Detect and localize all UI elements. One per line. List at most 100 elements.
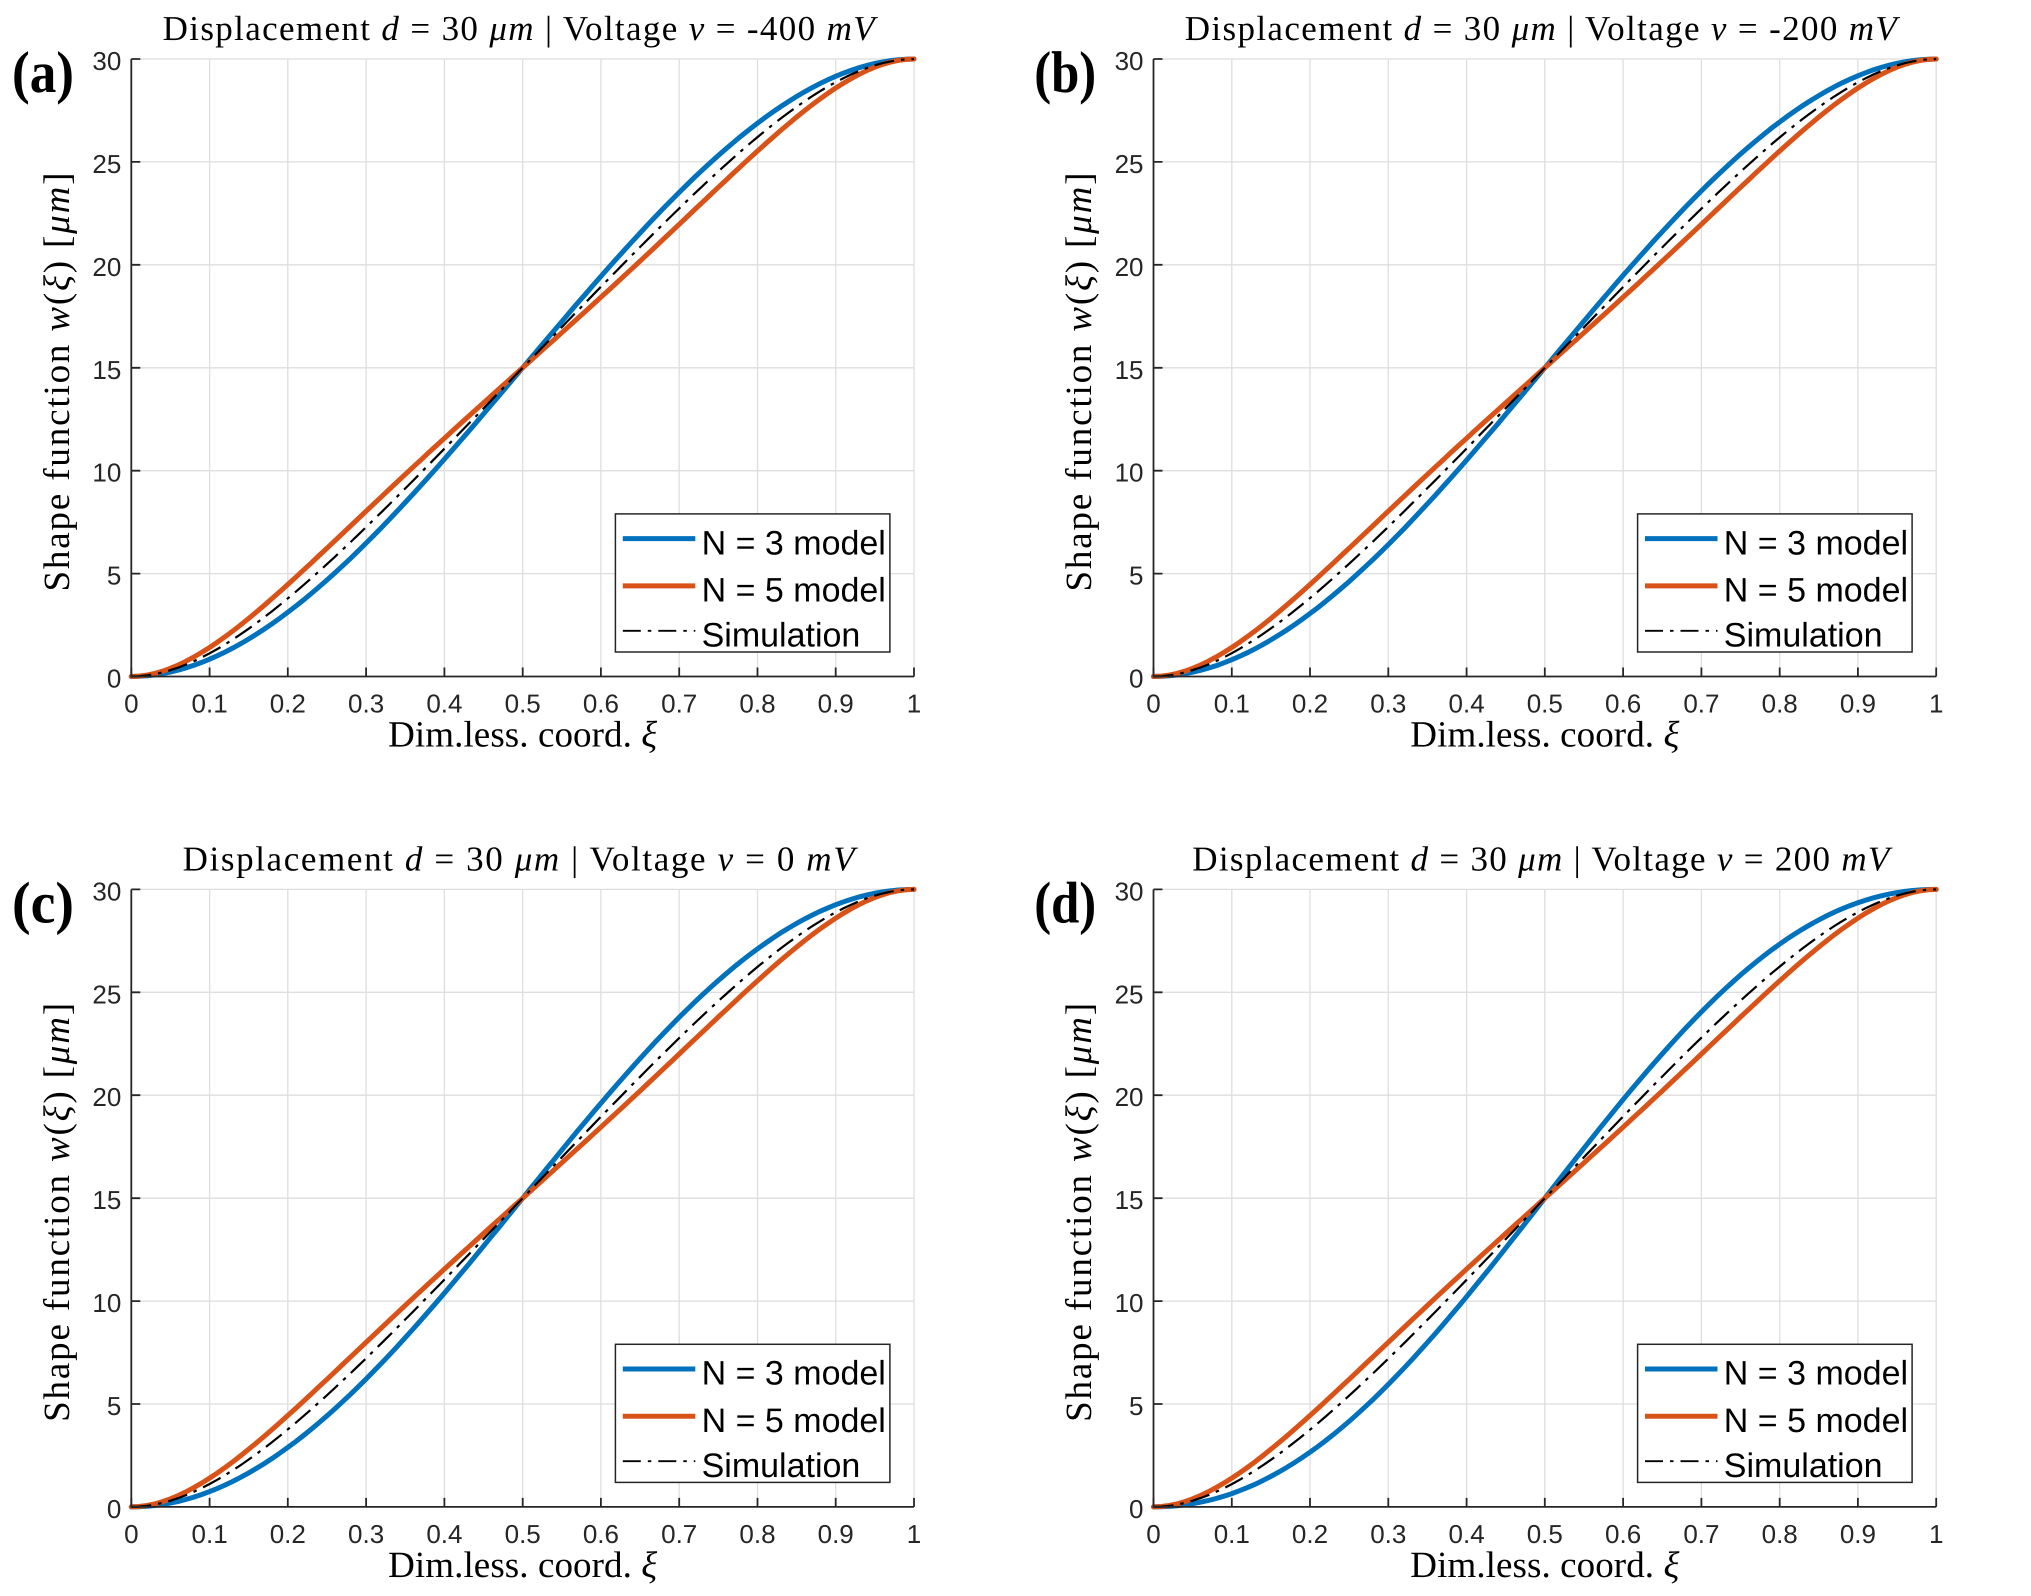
svg-text:5: 5 xyxy=(1129,1391,1143,1421)
svg-text:30: 30 xyxy=(92,46,121,76)
svg-text:1: 1 xyxy=(907,1519,921,1549)
svg-text:0.6: 0.6 xyxy=(583,689,619,719)
svg-text:0.3: 0.3 xyxy=(1370,689,1406,719)
svg-text:1: 1 xyxy=(1929,689,1943,719)
svg-text:Shape function w(ξ) [μm]: Shape function w(ξ) [μm] xyxy=(37,1003,78,1422)
svg-text:N = 5 model: N = 5 model xyxy=(1724,1402,1908,1440)
svg-text:0: 0 xyxy=(1129,664,1143,694)
svg-text:Simulation: Simulation xyxy=(1724,617,1883,655)
svg-text:Shape function w(ξ) [μm]: Shape function w(ξ) [μm] xyxy=(1059,173,1100,592)
svg-text:0.7: 0.7 xyxy=(661,1519,697,1549)
svg-text:0.4: 0.4 xyxy=(426,1519,462,1549)
svg-text:0.8: 0.8 xyxy=(1762,1519,1798,1549)
svg-text:Simulation: Simulation xyxy=(702,617,861,655)
svg-text:0.3: 0.3 xyxy=(1370,1519,1406,1549)
svg-text:0.5: 0.5 xyxy=(1527,1519,1563,1549)
svg-text:0: 0 xyxy=(107,664,121,694)
svg-text:0.2: 0.2 xyxy=(1292,689,1328,719)
svg-text:(d): (d) xyxy=(1034,869,1096,935)
svg-text:10: 10 xyxy=(1115,458,1144,488)
svg-text:0.8: 0.8 xyxy=(1762,689,1798,719)
svg-text:Displacement d = 30 μm | Volta: Displacement d = 30 μm | Voltage v = 200… xyxy=(1192,839,1893,878)
svg-text:Displacement d = 30 μm | Volta: Displacement d = 30 μm | Voltage v = 0 m… xyxy=(183,839,859,878)
svg-text:(c): (c) xyxy=(12,869,74,935)
svg-text:30: 30 xyxy=(92,876,121,906)
svg-text:0.4: 0.4 xyxy=(1449,689,1485,719)
svg-text:N = 3 model: N = 3 model xyxy=(702,524,886,562)
svg-text:N = 5 model: N = 5 model xyxy=(702,572,886,610)
svg-text:(b): (b) xyxy=(1034,39,1096,105)
svg-text:20: 20 xyxy=(92,1082,121,1112)
svg-text:Shape function w(ξ) [μm]: Shape function w(ξ) [μm] xyxy=(1059,1003,1100,1422)
svg-text:30: 30 xyxy=(1115,46,1144,76)
svg-text:Dim.less. coord. ξ: Dim.less. coord. ξ xyxy=(1410,715,1679,756)
svg-text:Shape function w(ξ) [μm]: Shape function w(ξ) [μm] xyxy=(37,173,78,592)
svg-text:Displacement d = 30 μm | Volta: Displacement d = 30 μm | Voltage v = -20… xyxy=(1185,9,1901,48)
svg-text:5: 5 xyxy=(107,561,121,591)
svg-text:25: 25 xyxy=(92,979,121,1009)
svg-text:0.8: 0.8 xyxy=(739,1519,775,1549)
svg-text:N = 3 model: N = 3 model xyxy=(702,1355,886,1393)
svg-text:0.4: 0.4 xyxy=(426,689,462,719)
svg-text:5: 5 xyxy=(1129,561,1143,591)
svg-text:0.1: 0.1 xyxy=(1214,1519,1250,1549)
svg-text:0: 0 xyxy=(1146,689,1160,719)
svg-text:0.2: 0.2 xyxy=(270,1519,306,1549)
svg-text:0.5: 0.5 xyxy=(1527,689,1563,719)
svg-text:20: 20 xyxy=(1115,252,1144,282)
svg-text:0.9: 0.9 xyxy=(1840,689,1876,719)
svg-text:N = 3 model: N = 3 model xyxy=(1724,524,1908,562)
svg-text:Dim.less. coord. ξ: Dim.less. coord. ξ xyxy=(388,715,657,756)
svg-text:25: 25 xyxy=(1115,979,1144,1009)
svg-text:15: 15 xyxy=(1115,1185,1144,1215)
svg-text:0.5: 0.5 xyxy=(505,689,541,719)
svg-text:0: 0 xyxy=(1146,1519,1160,1549)
svg-text:0: 0 xyxy=(107,1494,121,1524)
svg-text:0: 0 xyxy=(124,689,138,719)
svg-text:Dim.less. coord. ξ: Dim.less. coord. ξ xyxy=(1410,1545,1679,1586)
svg-text:30: 30 xyxy=(1115,876,1144,906)
svg-text:20: 20 xyxy=(92,252,121,282)
svg-text:N = 3 model: N = 3 model xyxy=(1724,1355,1908,1393)
svg-text:Simulation: Simulation xyxy=(702,1447,861,1485)
svg-text:0.6: 0.6 xyxy=(583,1519,619,1549)
svg-text:0.6: 0.6 xyxy=(1605,1519,1641,1549)
svg-text:0: 0 xyxy=(124,1519,138,1549)
svg-text:0.9: 0.9 xyxy=(818,689,854,719)
svg-text:0.4: 0.4 xyxy=(1449,1519,1485,1549)
svg-text:15: 15 xyxy=(1115,355,1144,385)
svg-text:0.1: 0.1 xyxy=(192,1519,228,1549)
svg-text:10: 10 xyxy=(1115,1288,1144,1318)
svg-text:0.9: 0.9 xyxy=(818,1519,854,1549)
svg-text:25: 25 xyxy=(92,149,121,179)
svg-text:1: 1 xyxy=(907,689,921,719)
svg-text:0.5: 0.5 xyxy=(505,1519,541,1549)
svg-text:0.6: 0.6 xyxy=(1605,689,1641,719)
svg-text:0.1: 0.1 xyxy=(1214,689,1250,719)
svg-text:15: 15 xyxy=(92,355,121,385)
svg-text:10: 10 xyxy=(92,458,121,488)
svg-text:0.9: 0.9 xyxy=(1840,1519,1876,1549)
svg-text:0.7: 0.7 xyxy=(1683,1519,1719,1549)
svg-text:0.8: 0.8 xyxy=(739,689,775,719)
svg-text:Dim.less. coord. ξ: Dim.less. coord. ξ xyxy=(388,1545,657,1586)
svg-text:(a): (a) xyxy=(12,39,74,105)
svg-text:Displacement d = 30 μm | Volta: Displacement d = 30 μm | Voltage v = -40… xyxy=(163,9,879,48)
svg-text:0.2: 0.2 xyxy=(1292,1519,1328,1549)
svg-text:25: 25 xyxy=(1115,149,1144,179)
svg-text:0.3: 0.3 xyxy=(348,689,384,719)
svg-text:0: 0 xyxy=(1129,1494,1143,1524)
svg-text:5: 5 xyxy=(107,1391,121,1421)
svg-text:N = 5 model: N = 5 model xyxy=(702,1402,886,1440)
svg-text:0.1: 0.1 xyxy=(192,689,228,719)
svg-text:10: 10 xyxy=(92,1288,121,1318)
svg-text:N = 5 model: N = 5 model xyxy=(1724,572,1908,610)
svg-text:20: 20 xyxy=(1115,1082,1144,1112)
svg-text:0.7: 0.7 xyxy=(661,689,697,719)
svg-text:0.2: 0.2 xyxy=(270,689,306,719)
svg-text:1: 1 xyxy=(1929,1519,1943,1549)
svg-text:15: 15 xyxy=(92,1185,121,1215)
svg-text:0.7: 0.7 xyxy=(1683,689,1719,719)
svg-text:Simulation: Simulation xyxy=(1724,1447,1883,1485)
svg-text:0.3: 0.3 xyxy=(348,1519,384,1549)
